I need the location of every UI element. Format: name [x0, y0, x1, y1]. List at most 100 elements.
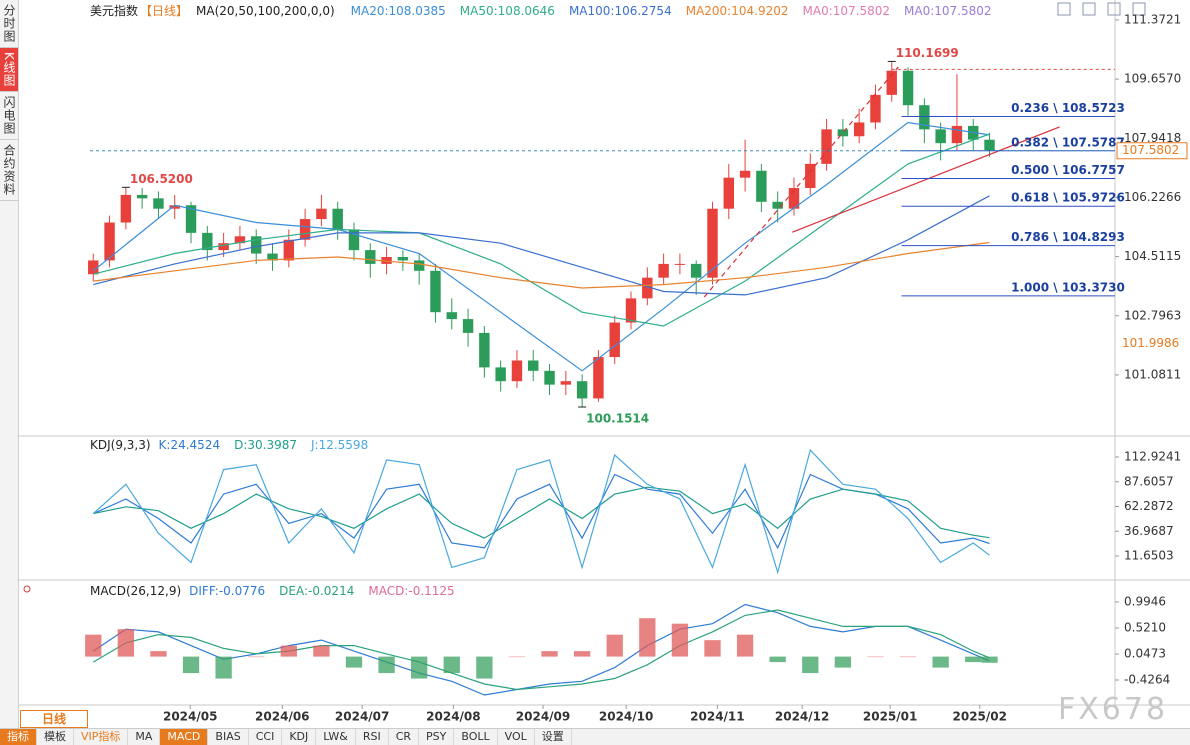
icon[interactable] — [1107, 2, 1121, 16]
tab[interactable]: RSI — [356, 729, 389, 745]
indicator[interactable]: MA(20,50,100,200,0,0) — [196, 3, 335, 18]
tab[interactable]: BOLL — [454, 729, 498, 745]
tab[interactable]: 设置 — [535, 729, 572, 745]
icon[interactable] — [1132, 2, 1146, 16]
y-tick-label: 107.9418 — [1124, 131, 1181, 145]
candle-body — [609, 322, 620, 358]
candle-body — [251, 236, 262, 254]
extreme-label: 110.1699 — [896, 46, 959, 60]
plot — [92, 448, 990, 575]
candle-body — [316, 208, 327, 220]
candle-body — [772, 201, 783, 209]
tab[interactable]: BIAS — [208, 729, 249, 745]
candle-body — [723, 177, 735, 209]
tab[interactable]: CR — [389, 729, 420, 745]
macd-bar — [981, 656, 998, 663]
candle-body — [560, 381, 572, 385]
tab[interactable]: LW& — [316, 729, 356, 745]
sidebar-tab[interactable]: 闪电图 — [0, 92, 18, 140]
candle-body — [951, 125, 963, 144]
macd-bar — [476, 656, 493, 679]
macd-bar — [704, 640, 721, 657]
y-tick-label: 106.2266 — [1124, 190, 1181, 204]
macd-legend: MACD(26,12,9) DIFF:-0.0776 DEA:-0.0214 MACD… — [90, 584, 461, 598]
macd-bar — [802, 656, 819, 674]
macd-bar — [411, 656, 428, 679]
y-tick-label: 87.6057 — [1124, 474, 1174, 488]
legend-entry: MA20:108.0385 — [350, 3, 446, 18]
y-tick-label: -0.4264 — [1124, 672, 1170, 686]
candle-body — [153, 198, 164, 209]
candle-body — [805, 163, 816, 189]
y-tick-label: 36.9687 — [1124, 524, 1174, 538]
macd-bar — [965, 656, 982, 663]
line — [92, 609, 990, 691]
sidebar-tab[interactable]: 合约资料 — [0, 140, 18, 201]
candle-body — [430, 270, 441, 313]
candle-body — [462, 319, 474, 333]
candle-body — [544, 370, 555, 385]
y-tick-label: 112.9241 — [1124, 449, 1181, 463]
period-label[interactable]: 日线 — [20, 710, 88, 728]
tab[interactable]: 指标 — [0, 729, 37, 745]
icon[interactable] — [1082, 2, 1096, 16]
candle-body — [169, 205, 180, 209]
tab[interactable]: VIP指标 — [74, 729, 129, 745]
macd-bar — [150, 651, 167, 657]
candle-body — [576, 381, 588, 399]
candle-body — [593, 357, 604, 399]
fib-label: 0.382 \ 107.5787 — [1011, 135, 1125, 149]
candle-body — [104, 222, 115, 261]
tab[interactable]: KDJ — [282, 729, 317, 745]
candle-body — [886, 70, 897, 95]
line — [92, 603, 990, 696]
macd-bar — [639, 618, 656, 657]
legend-entry: MACD:-0.1125 — [368, 584, 455, 598]
candle-body — [413, 260, 425, 271]
settings-icon[interactable] — [23, 585, 31, 593]
macd-bar — [573, 651, 591, 657]
tab[interactable]: VOL — [498, 729, 535, 745]
y-tick-label: 104.5115 — [1124, 249, 1181, 263]
candle-body — [919, 105, 930, 130]
candle-body — [853, 122, 865, 137]
candle-body — [674, 263, 686, 265]
macd-bar — [834, 656, 852, 668]
candle-body — [495, 367, 506, 382]
tab[interactable]: MACD — [160, 729, 209, 745]
line — [93, 241, 990, 289]
macd-bar — [736, 634, 754, 657]
line — [93, 486, 990, 539]
candle-body — [267, 253, 278, 261]
candle-body — [381, 256, 392, 264]
y-tick-label: 0.0473 — [1124, 647, 1166, 661]
axis-marker-label: 101.9986 — [1122, 336, 1179, 350]
legend-entry: K:24.4524 — [158, 438, 221, 452]
candle-body — [185, 205, 197, 233]
candle-body — [120, 194, 132, 223]
y-tick-label: 62.2872 — [1124, 499, 1174, 513]
kdj-legend: KDJ(9,3,3) K:24.4524 D:30.3987 J:12.5598 — [90, 438, 374, 452]
tab[interactable]: PSY — [419, 729, 455, 745]
icon[interactable] — [1057, 2, 1071, 16]
tab[interactable]: CCI — [249, 729, 283, 745]
macd-bar — [117, 629, 134, 657]
candle-body — [446, 312, 457, 320]
plot — [85, 603, 998, 696]
candle-body — [218, 243, 229, 251]
macd-bar — [867, 656, 884, 658]
x-tick-label: 2025/02 — [953, 710, 1007, 724]
tab[interactable]: 模板 — [37, 729, 74, 745]
y-tick-label: 0.9946 — [1124, 595, 1166, 609]
y-tick-label: 109.6570 — [1124, 72, 1181, 86]
tab[interactable]: MA — [128, 729, 161, 745]
sidebar-tab[interactable]: K线图 — [0, 48, 18, 92]
x-tick-label: 2025/01 — [863, 710, 917, 724]
macd-bar — [345, 656, 363, 668]
toolbar-icons[interactable] — [1057, 2, 1146, 16]
legend-entry: DEA:-0.0214 — [279, 584, 355, 598]
candle-body — [837, 129, 849, 137]
candle-body — [397, 256, 409, 261]
sidebar-tab[interactable]: 分时图 — [0, 0, 18, 48]
price-legend: 美元指数 【日线】 MA(20,50,100,200,0,0) MA20:108.03… — [90, 2, 998, 19]
